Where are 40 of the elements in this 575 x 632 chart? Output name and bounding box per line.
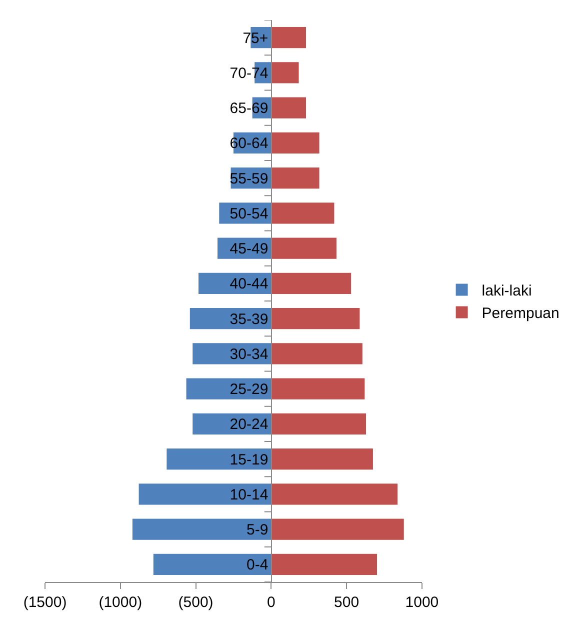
bar	[271, 168, 320, 189]
y-tick-label: 15-19	[230, 451, 268, 468]
legend-label: laki-laki	[482, 282, 532, 300]
y-tick-label: 25-29	[230, 381, 268, 398]
bar	[271, 132, 320, 154]
y-tick-label: 10-14	[230, 486, 268, 504]
x-tick-label: 500	[334, 594, 360, 611]
bar	[132, 518, 272, 540]
y-tick-label: 20-24	[230, 416, 268, 434]
x-tick-label: (500)	[178, 594, 214, 611]
bar	[271, 518, 404, 540]
bar	[271, 238, 336, 259]
y-tick-label: 35-39	[230, 310, 268, 328]
bar	[271, 27, 306, 48]
bar	[271, 554, 378, 575]
y-tick-label: 40-44	[230, 276, 268, 293]
bar	[271, 62, 299, 84]
x-tick-label: 0	[267, 594, 276, 611]
y-tick-label: 0-4	[246, 556, 268, 574]
bar	[271, 308, 360, 330]
y-tick-label: 50-54	[230, 205, 268, 222]
y-tick-label: 45-49	[230, 240, 268, 258]
y-tick-label: 30-34	[230, 346, 268, 363]
bar	[271, 378, 365, 400]
x-tick-label: (1000)	[98, 594, 142, 611]
bar	[271, 272, 352, 294]
bar	[166, 448, 272, 470]
bar	[271, 413, 366, 434]
bar	[271, 448, 373, 470]
bar	[271, 202, 334, 224]
x-tick-label: (1500)	[23, 594, 67, 611]
x-tick-label: 1000	[405, 594, 439, 611]
bar	[138, 484, 272, 505]
bar	[271, 484, 398, 505]
y-tick-label: 55-59	[230, 170, 268, 188]
bar	[153, 554, 272, 575]
bar	[271, 97, 306, 118]
bar	[271, 343, 362, 364]
legend-label: Perempuan	[482, 305, 560, 322]
y-tick-label: 5-9	[246, 522, 268, 539]
